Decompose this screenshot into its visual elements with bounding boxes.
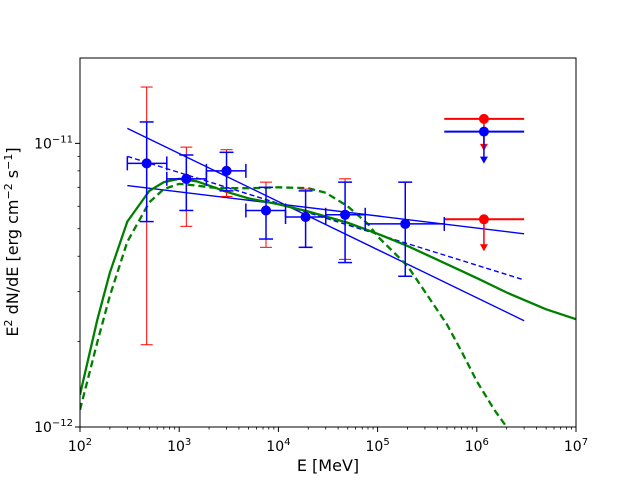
blue-data-point-6 — [364, 181, 446, 278]
blue-data-ul-arrowhead-0 — [479, 156, 488, 164]
data-points — [126, 86, 525, 346]
blue-data-point-1 — [166, 154, 208, 212]
green-model-solid — [80, 177, 576, 395]
blue-data-marker-0 — [141, 158, 152, 169]
y-tick-label-0: 10−12 — [34, 418, 73, 436]
blue-powerlaw-best-fit — [127, 155, 525, 281]
x-tick-label-0: 102 — [68, 437, 92, 455]
blue-data-point-5 — [324, 181, 366, 264]
red-data-upper-limit-1 — [444, 214, 525, 252]
x-tick-label-1: 103 — [167, 437, 191, 455]
blue-data-marker-4 — [300, 212, 311, 223]
red-data-ul-arrowhead-1 — [479, 244, 488, 252]
red-data-ul-marker-1 — [478, 214, 489, 225]
y-tick-label-1: 10−11 — [34, 134, 73, 152]
model-curves — [80, 127, 576, 427]
blue-data-marker-2 — [221, 165, 232, 176]
plot-background — [80, 58, 576, 427]
x-tick-label-3: 105 — [365, 437, 389, 455]
blue-data-marker-3 — [261, 205, 272, 216]
x-tick-label-5: 107 — [564, 437, 588, 455]
x-axis-label: E [MeV] — [297, 456, 359, 475]
x-tick-label-4: 106 — [465, 437, 489, 455]
blue-data-marker-5 — [340, 209, 351, 220]
blue-data-point-0 — [126, 121, 168, 223]
y-axis-label: E2 dN/dE [erg cm−2 s−1] — [2, 147, 22, 336]
tick-labels: 102 103 104 105 106 107 10−12 10−11 — [34, 134, 588, 455]
blue-data-marker-6 — [400, 218, 411, 229]
green-model-dashed — [80, 182, 508, 427]
blue-data-point-2 — [205, 151, 247, 192]
blue-data-ul-marker-0 — [478, 126, 489, 137]
red-data-ul-marker-0 — [478, 113, 489, 124]
x-tick-label-2: 104 — [266, 437, 290, 455]
blue-powerlaw-upper-bound — [127, 127, 525, 322]
blue-data-marker-1 — [181, 173, 192, 184]
blue-data-upper-limit-0 — [444, 126, 525, 164]
plot-frame — [79, 57, 577, 428]
